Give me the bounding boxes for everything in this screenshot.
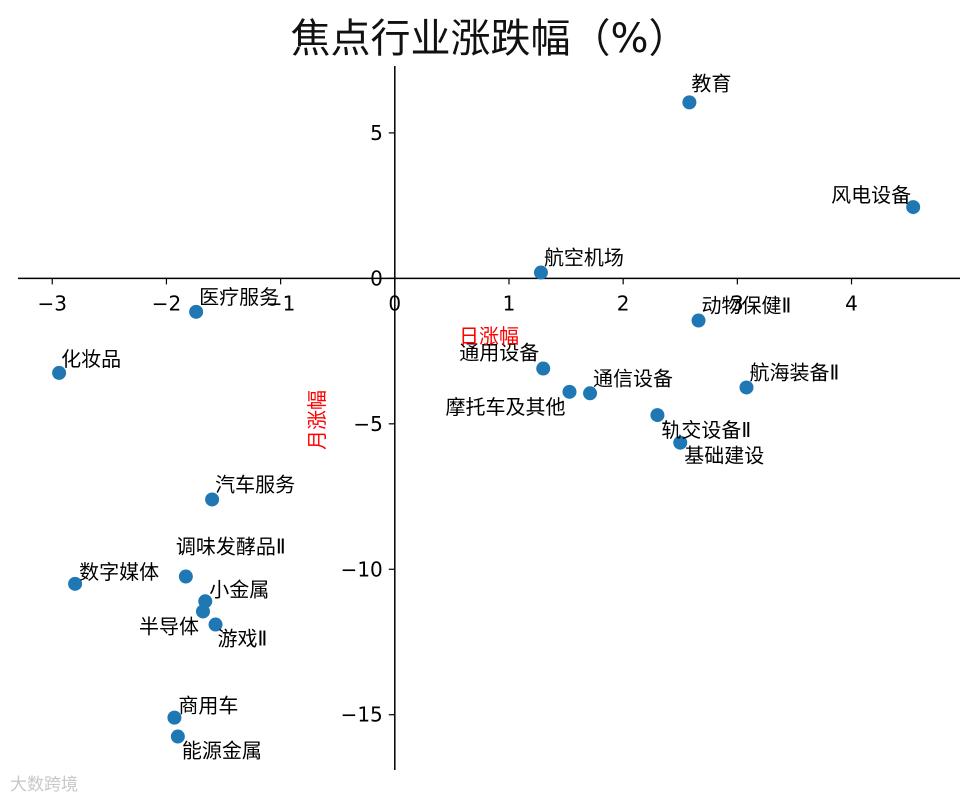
data-point <box>533 265 548 280</box>
x-tick-label: −1 <box>266 291 295 315</box>
data-point <box>906 200 921 215</box>
point-label: 医疗服务 <box>199 285 279 309</box>
x-tick-label: 0 <box>388 291 401 315</box>
data-point <box>650 408 665 423</box>
point-label: 汽车服务 <box>215 472 295 496</box>
point-label: 动物保健Ⅱ <box>702 294 792 318</box>
data-point <box>189 304 204 319</box>
y-tick-label: −15 <box>341 703 383 727</box>
data-point <box>682 95 697 110</box>
data-point <box>178 569 193 584</box>
y-tick-label: 5 <box>370 121 383 145</box>
data-point <box>52 365 67 380</box>
point-label: 风电设备 <box>831 183 911 207</box>
point-label: 摩托车及其他 <box>445 395 565 419</box>
y-tick-label: 0 <box>370 266 383 290</box>
y-tick-label: −10 <box>341 557 383 581</box>
watermark: 大数跨境 <box>10 775 78 795</box>
point-label: 通用设备 <box>459 341 539 365</box>
data-point <box>691 313 706 328</box>
x-tick-label: −3 <box>38 291 67 315</box>
y-axis-title: 月涨幅 <box>305 390 329 450</box>
point-label: 通信设备 <box>593 366 673 390</box>
point-label: 航海装备Ⅱ <box>749 360 839 384</box>
point-label: 轨交设备Ⅱ <box>661 418 751 442</box>
point-label: 基础建设 <box>684 444 764 468</box>
point-label: 航空机场 <box>544 246 624 270</box>
data-point <box>205 492 220 507</box>
point-label: 商用车 <box>178 694 238 718</box>
point-label: 半导体 <box>139 614 199 638</box>
data-point <box>167 710 182 725</box>
data-point <box>583 386 598 401</box>
y-tick-label: −5 <box>353 412 382 436</box>
data-point <box>170 729 185 744</box>
x-tick-label: −2 <box>152 291 181 315</box>
data-point <box>562 384 577 399</box>
point-label: 化妆品 <box>61 347 121 371</box>
data-point <box>195 604 210 619</box>
point-label: 调味发酵品Ⅱ <box>176 535 286 559</box>
x-tick-label: 1 <box>503 291 516 315</box>
data-point <box>68 576 83 591</box>
data-point <box>536 361 551 376</box>
point-label: 教育 <box>691 71 731 95</box>
point-label: 能源金属 <box>182 739 262 763</box>
data-point <box>208 617 223 632</box>
x-tick-label: 2 <box>617 291 630 315</box>
point-label: 数字媒体 <box>79 560 159 584</box>
x-tick-label: 3 <box>731 291 744 315</box>
point-label: 小金属 <box>209 577 269 601</box>
point-label: 游戏Ⅱ <box>218 627 268 651</box>
x-tick-label: 4 <box>845 291 858 315</box>
data-point <box>673 435 688 450</box>
chart-title: 焦点行业涨跌幅（%） <box>290 16 689 62</box>
data-points <box>52 95 921 744</box>
x-axis-title: 日涨幅 <box>459 324 519 348</box>
axes: −3 −2 −1 0 1 2 3 4−15−10−505 <box>18 66 960 770</box>
data-point <box>739 380 754 395</box>
